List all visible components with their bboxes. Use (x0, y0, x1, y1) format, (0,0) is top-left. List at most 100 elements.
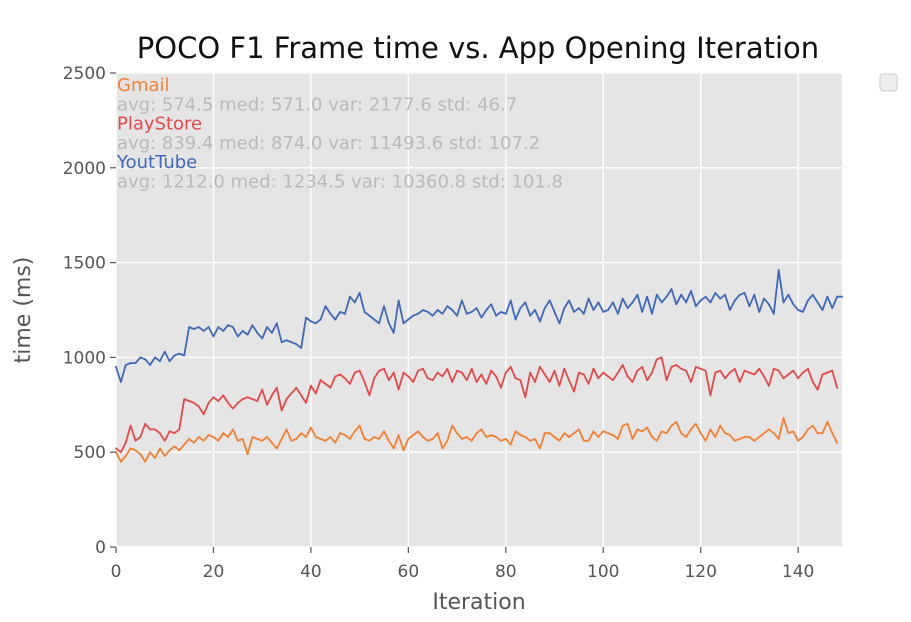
data-point (807, 299, 809, 302)
data-point (470, 311, 473, 313)
data-point (363, 438, 366, 440)
data-point (124, 364, 127, 366)
data-point (768, 428, 770, 431)
data-point (324, 305, 327, 308)
data-point (641, 311, 644, 313)
data-point (139, 436, 142, 438)
data-point (811, 424, 814, 427)
data-point (475, 432, 478, 435)
data-point (617, 438, 619, 440)
data-point (636, 428, 639, 431)
data-point (241, 438, 244, 440)
data-point (422, 436, 424, 438)
data-point (485, 383, 488, 385)
legend-box[interactable] (879, 73, 898, 92)
data-point (159, 432, 161, 435)
data-point (129, 424, 132, 427)
data-point (787, 293, 790, 296)
data-point (388, 379, 390, 382)
data-point (597, 436, 600, 438)
data-point (329, 312, 332, 315)
data-point (353, 430, 356, 433)
data-point (621, 297, 624, 300)
data-point (753, 373, 756, 376)
data-point (480, 316, 483, 319)
data-point (344, 434, 346, 436)
data-point (821, 309, 824, 311)
data-point (300, 394, 303, 397)
data-point (251, 436, 254, 438)
data-point (534, 309, 536, 311)
data-point (271, 394, 273, 397)
data-point (319, 318, 322, 321)
x-tick-label: 80 (495, 562, 517, 582)
data-point (675, 364, 678, 366)
data-point (349, 295, 351, 298)
data-point (124, 441, 127, 444)
data-point (772, 367, 775, 370)
data-point (694, 305, 697, 308)
data-point (241, 330, 244, 332)
data-point (821, 373, 824, 376)
data-point (587, 439, 590, 442)
data-point (388, 439, 390, 442)
data-point (402, 322, 405, 325)
data-point (733, 367, 736, 370)
data-point (621, 364, 624, 366)
data-point (129, 362, 132, 364)
series-stats-label: avg: 1212.0 med: 1234.5 var: 10360.8 std… (117, 172, 563, 193)
data-point (197, 436, 200, 438)
data-point (646, 295, 648, 298)
data-point (241, 398, 244, 400)
data-point (617, 312, 619, 315)
x-tick-label: 60 (398, 562, 420, 582)
data-point (159, 360, 161, 363)
data-point (431, 438, 434, 440)
data-point (383, 305, 385, 308)
data-point (397, 299, 400, 302)
data-point (207, 326, 210, 328)
series-youttube (115, 269, 843, 383)
data-point (368, 314, 371, 317)
data-point (748, 436, 751, 438)
data-point (802, 371, 804, 374)
data-point (573, 311, 575, 313)
data-point (748, 371, 751, 374)
x-tick-label: 100 (587, 562, 619, 582)
data-point (144, 422, 147, 425)
data-point (811, 381, 814, 383)
data-point (578, 428, 580, 431)
data-point (246, 453, 249, 455)
data-point (159, 447, 161, 450)
y-tick-label: 2000 (63, 159, 106, 179)
data-point (456, 432, 458, 435)
data-point (261, 439, 264, 442)
data-point (646, 426, 648, 429)
data-point (300, 347, 303, 349)
data-point (524, 396, 527, 399)
data-point (124, 455, 127, 457)
data-point (378, 369, 380, 372)
data-point (797, 377, 799, 380)
data-point (188, 400, 191, 402)
data-point (636, 369, 639, 372)
data-point (514, 430, 517, 433)
data-point (319, 379, 322, 382)
data-point (495, 436, 497, 438)
data-point (690, 428, 692, 431)
data-point (612, 379, 614, 382)
data-point (407, 375, 410, 378)
data-point (529, 314, 532, 317)
data-point (753, 293, 756, 296)
data-point (339, 311, 341, 313)
data-point (763, 375, 765, 378)
series-gmail (115, 417, 838, 463)
data-point (607, 375, 609, 378)
data-point (202, 413, 205, 416)
data-point (202, 439, 205, 442)
data-point (709, 428, 712, 431)
data-point (797, 439, 799, 442)
data-point (485, 436, 488, 438)
data-point (295, 438, 298, 440)
